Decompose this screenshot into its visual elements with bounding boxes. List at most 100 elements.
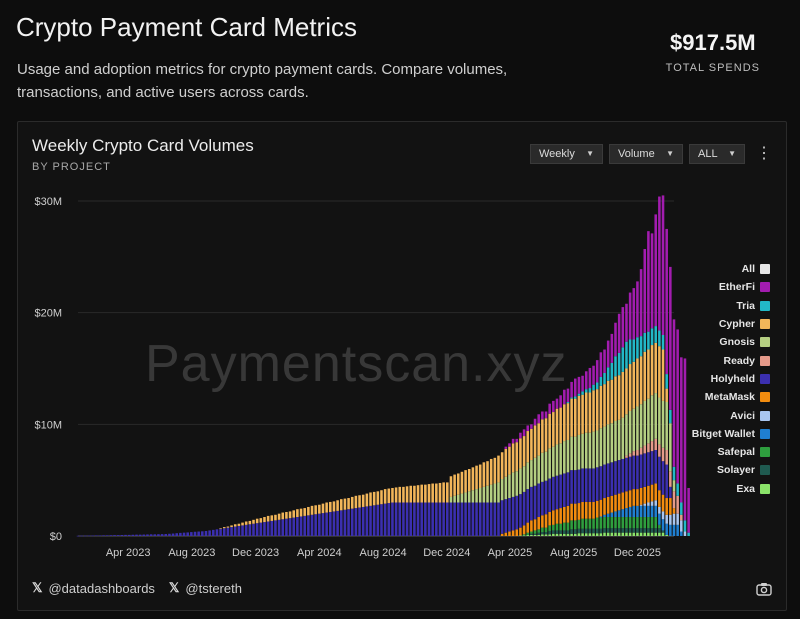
bar-segment-gnosis: [555, 444, 559, 476]
bar-segment-bitget-wallet: [643, 505, 647, 518]
bar-segment-cypher: [508, 446, 511, 475]
bar-segment-gnosis: [566, 439, 570, 473]
bar-segment-solayer: [610, 528, 614, 533]
bar-segment-etherfi: [588, 367, 592, 389]
bar-segment-safepal: [548, 525, 551, 531]
bar-segment-holyheld: [544, 480, 548, 515]
bar-segment-holyheld: [369, 505, 372, 536]
legend-item-avici[interactable]: Avici: [692, 406, 770, 424]
legend-item-exa[interactable]: Exa: [692, 480, 770, 498]
bar-segment-solayer: [639, 528, 643, 533]
legend-item-all[interactable]: All: [692, 260, 770, 278]
bar-segment-solayer: [530, 533, 533, 535]
bar-segment-exa: [588, 533, 592, 536]
metric-select[interactable]: Volume ▼: [609, 144, 683, 164]
bar-segment-etherfi: [511, 438, 515, 444]
bar-segment-gnosis: [504, 476, 508, 500]
bar-segment-cypher: [482, 462, 486, 487]
bar-segment-etherfi: [541, 411, 544, 420]
legend-item-safepal[interactable]: Safepal: [692, 443, 770, 461]
bar-segment-avici: [672, 513, 676, 525]
bar-segment-tria: [588, 388, 592, 393]
bar-segment-cypher: [464, 470, 467, 493]
bar-segment-cypher: [632, 361, 636, 409]
bar-segment-etherfi: [603, 349, 606, 373]
bar-segment-holyheld: [303, 515, 306, 536]
bar-segment-safepal: [526, 532, 530, 535]
bar-segment-cypher: [307, 506, 310, 516]
bar-segment-solayer: [574, 529, 577, 534]
bar-segment-holyheld: [446, 502, 449, 536]
handle-datadashboards[interactable]: @datadashboards: [48, 580, 155, 596]
bar-segment-avici: [661, 511, 665, 520]
handle-tstereth[interactable]: @tstereth: [185, 580, 242, 596]
bar-segment-holyheld: [95, 535, 98, 537]
bar-segment-safepal: [592, 518, 595, 529]
range-select[interactable]: ALL ▼: [689, 144, 745, 164]
bar-segment-gnosis: [475, 489, 478, 503]
bar-segment-exa: [617, 532, 621, 536]
camera-icon[interactable]: [756, 582, 772, 596]
bar-segment-holyheld: [625, 457, 628, 492]
bar-segment-holyheld: [658, 456, 661, 491]
bar-segment-holyheld: [91, 535, 94, 537]
bar-segment-holyheld: [259, 522, 263, 536]
bar-segment-solayer: [650, 528, 654, 533]
bar-segment-gnosis: [537, 455, 540, 484]
total-spends-label: TOTAL SPENDS: [665, 62, 760, 74]
bar-segment-safepal: [541, 527, 544, 533]
legend-item-cypher[interactable]: Cypher: [692, 315, 770, 333]
bar-segment-etherfi: [610, 333, 614, 363]
bar-segment-etherfi: [526, 425, 530, 432]
bar-segment-cypher: [277, 513, 281, 520]
bar-segment-etherfi: [683, 358, 687, 521]
bar-segment-etherfi: [639, 269, 643, 337]
bar-segment-etherfi: [592, 365, 595, 385]
bar-segment-holyheld: [252, 523, 255, 536]
legend-item-tria[interactable]: Tria: [692, 297, 770, 315]
bar-segment-holyheld: [230, 527, 233, 536]
bar-segment-safepal: [614, 517, 617, 529]
bar-segment-ready: [625, 455, 628, 458]
period-select[interactable]: Weekly ▼: [530, 144, 603, 164]
bar-segment-bitget-wallet: [647, 505, 650, 518]
bar-segment-etherfi: [508, 443, 511, 447]
total-spends-value: $917.5M: [670, 30, 756, 55]
bar-segment-etherfi: [672, 319, 676, 467]
bar-segment-etherfi: [504, 446, 508, 449]
legend-item-gnosis[interactable]: Gnosis: [692, 333, 770, 351]
bar-segment-metamask: [632, 489, 636, 506]
legend-item-bitget-wallet[interactable]: Bitget Wallet: [692, 425, 770, 443]
bar-segment-bitget-wallet: [665, 523, 668, 535]
bar-segment-cypher: [226, 526, 230, 528]
bar-segment-cypher: [636, 358, 639, 407]
bar-segment-etherfi: [665, 228, 668, 375]
bar-segment-metamask: [511, 530, 515, 536]
bar-segment-cypher: [270, 515, 274, 521]
bar-segment-holyheld: [222, 528, 226, 536]
bar-segment-holyheld: [219, 528, 222, 536]
bar-segment-holyheld: [263, 522, 266, 536]
more-vertical-icon[interactable]: ⋮: [756, 145, 772, 162]
legend-item-metamask[interactable]: MetaMask: [692, 388, 770, 406]
bar-segment-cypher: [625, 368, 628, 415]
legend-swatch: [760, 428, 770, 439]
bar-segment-cypher: [566, 403, 570, 440]
legend-item-etherfi[interactable]: EtherFi: [692, 278, 770, 296]
legend-item-holyheld[interactable]: Holyheld: [692, 370, 770, 388]
bar-segment-holyheld: [383, 503, 387, 536]
bar-segment-exa: [628, 532, 632, 536]
bar-segment-gnosis: [552, 446, 555, 477]
legend-swatch: [760, 264, 770, 275]
bar-segment-exa: [574, 533, 577, 536]
bar-segment-holyheld: [105, 535, 109, 536]
bar-segment-cypher: [541, 419, 544, 453]
legend-item-solayer[interactable]: Solayer: [692, 461, 770, 479]
bar-segment-holyheld: [628, 456, 632, 491]
bar-segment-holyheld: [555, 475, 559, 510]
bar-segment-etherfi: [555, 398, 559, 409]
legend-item-ready[interactable]: Ready: [692, 351, 770, 369]
bar-segment-gnosis: [636, 406, 639, 451]
bar-segment-cypher: [427, 484, 431, 503]
bar-segment-gnosis: [617, 419, 621, 461]
